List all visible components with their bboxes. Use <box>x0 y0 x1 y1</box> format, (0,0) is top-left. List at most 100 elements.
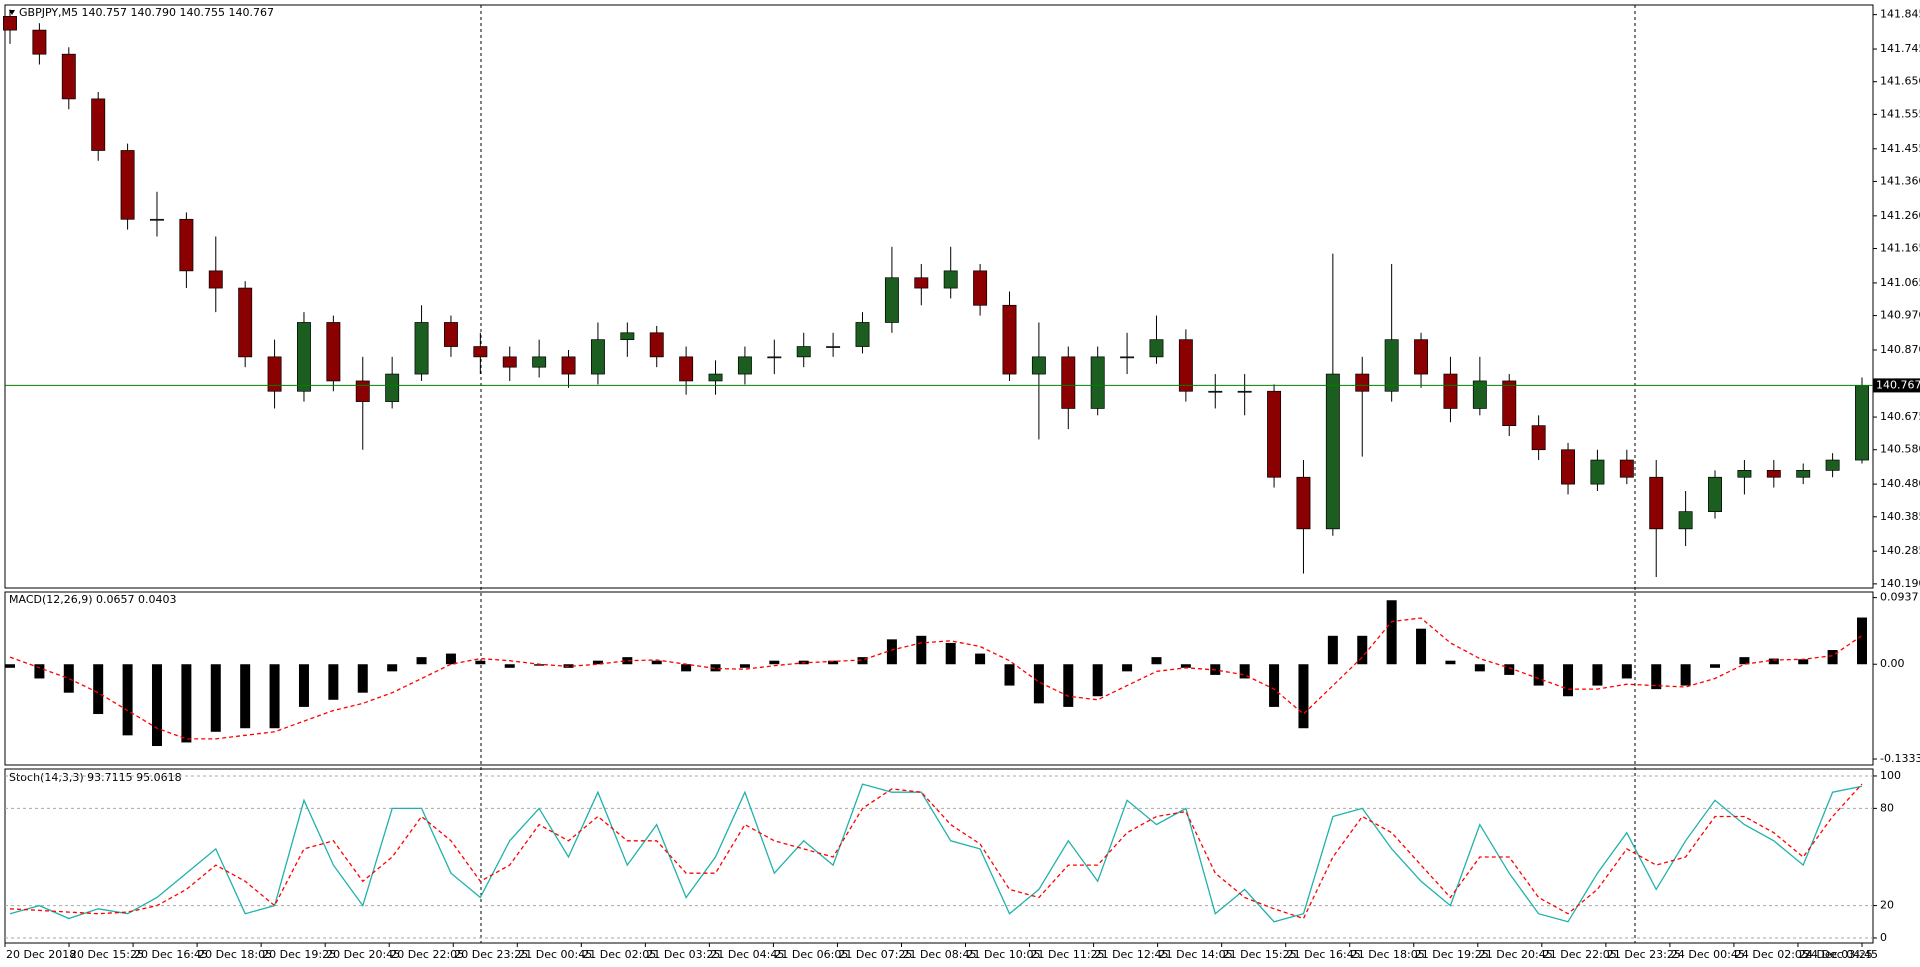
x-tick-label: 21 Dec 14:05 <box>1159 948 1233 961</box>
candle-body <box>620 332 635 341</box>
histogram-bar <box>475 660 486 665</box>
candle-body <box>297 322 311 392</box>
histogram-bar <box>739 664 750 668</box>
x-tick-label: 21 Dec 19:25 <box>1415 948 1489 961</box>
candle-body <box>767 356 782 359</box>
candle-body <box>1384 339 1399 392</box>
x-tick-label: 21 Dec 18:05 <box>1351 948 1425 961</box>
y-tick-label: 20 <box>1880 899 1894 912</box>
histogram-bar <box>504 664 515 668</box>
histogram-bar <box>240 664 251 729</box>
histogram-bar <box>769 660 780 665</box>
y-tick-label: 0 <box>1880 931 1887 944</box>
macd-panel <box>4 591 1874 766</box>
candle-body <box>708 373 723 382</box>
x-tick-label: 21 Dec 15:25 <box>1223 948 1297 961</box>
candle-body <box>1120 356 1135 359</box>
candle-body <box>61 53 76 100</box>
histogram-bar <box>534 664 545 666</box>
histogram-bar <box>1269 664 1280 707</box>
histogram-bar <box>1827 650 1838 665</box>
histogram-bar <box>1386 600 1397 665</box>
price-label-box <box>1873 378 1920 393</box>
indicator-line <box>9 783 1863 923</box>
y-tick-label: 140.580 <box>1880 443 1920 456</box>
histogram-bar <box>445 653 456 665</box>
histogram-bar <box>1857 617 1867 665</box>
candle-body <box>238 287 253 358</box>
y-tick-label: 141.555 <box>1880 107 1920 120</box>
candle-body <box>1149 339 1164 358</box>
candle-body <box>1208 390 1223 393</box>
x-tick-label: 21 Dec 10:05 <box>967 948 1041 961</box>
histogram-bar <box>181 664 192 743</box>
candle-body <box>385 373 400 402</box>
candle-body <box>1561 449 1575 485</box>
x-tick-label: 20 Dec 15:25 <box>70 948 144 961</box>
histogram-bar <box>710 664 721 672</box>
x-tick-label: 21 Dec 23:25 <box>1607 948 1681 961</box>
candle-body <box>179 218 194 272</box>
histogram-bar <box>1298 664 1309 729</box>
candle-body <box>1031 356 1046 375</box>
x-tick-label: 21 Dec 06:05 <box>774 948 848 961</box>
x-tick-label: 24 Dec 02:05 <box>1735 948 1809 961</box>
histogram-bar <box>1122 664 1133 672</box>
x-tick-label: 20 Dec 2018 <box>6 948 76 961</box>
macd-title: MACD(12,26,9) 0.0657 0.0403 <box>9 593 177 606</box>
x-tick-label: 20 Dec 23:25 <box>454 948 528 961</box>
histogram-bar <box>828 660 839 665</box>
y-tick-label: -0.1333 <box>1880 752 1920 765</box>
candle-body <box>1414 339 1429 375</box>
histogram-bar <box>63 664 74 693</box>
stoch-title: Stoch(14,3,3) 93.7115 95.0618 <box>9 771 182 784</box>
histogram-bar <box>1798 659 1809 665</box>
candle-body <box>473 346 488 358</box>
histogram-bar <box>1739 657 1750 665</box>
histogram-bar <box>1651 664 1662 690</box>
histogram-bar <box>328 664 339 700</box>
x-tick-label: 20 Dec 22:05 <box>390 948 464 961</box>
y-tick-label: 141.360 <box>1880 174 1920 187</box>
candle-body <box>1443 373 1458 409</box>
histogram-bar <box>1092 664 1103 697</box>
price-label: 140.767 <box>1876 378 1920 391</box>
candle-body <box>1590 459 1605 485</box>
histogram-bar <box>1621 664 1632 679</box>
x-tick-label: 21 Dec 02:05 <box>582 948 656 961</box>
candle-body <box>1296 476 1311 530</box>
candle-body <box>1825 459 1840 471</box>
histogram-bar <box>5 664 15 668</box>
x-tick-label: 21 Dec 08:45 <box>902 948 976 961</box>
histogram-bar <box>1768 658 1779 665</box>
candle-body <box>590 339 605 375</box>
histogram-bar <box>1416 628 1427 665</box>
candle-body <box>561 356 576 375</box>
histogram-bar <box>357 664 368 693</box>
candle-body <box>1061 356 1076 409</box>
candle-body <box>355 380 370 402</box>
candle-body <box>502 356 517 368</box>
histogram-bar <box>975 653 986 665</box>
candle-body <box>1090 356 1105 409</box>
histogram-bar <box>681 664 692 672</box>
histogram-bar <box>857 657 868 665</box>
histogram-bar <box>93 664 104 715</box>
y-tick-label: 141.455 <box>1880 142 1920 155</box>
histogram-bar <box>34 664 45 679</box>
histogram-bar <box>1474 664 1485 672</box>
histogram-bar <box>1533 664 1544 686</box>
x-tick-label: 21 Dec 11:25 <box>1031 948 1105 961</box>
histogram-bar <box>416 657 427 665</box>
y-tick-label: 141.745 <box>1880 42 1920 55</box>
y-tick-label: 141.650 <box>1880 75 1920 88</box>
candle-body <box>326 322 341 382</box>
histogram-bar <box>1592 664 1603 686</box>
candle-body <box>1325 373 1340 530</box>
y-tick-label: 140.970 <box>1880 309 1920 322</box>
y-tick-label: 141.260 <box>1880 209 1920 222</box>
candle-body <box>884 277 899 323</box>
histogram-bar <box>651 660 662 665</box>
